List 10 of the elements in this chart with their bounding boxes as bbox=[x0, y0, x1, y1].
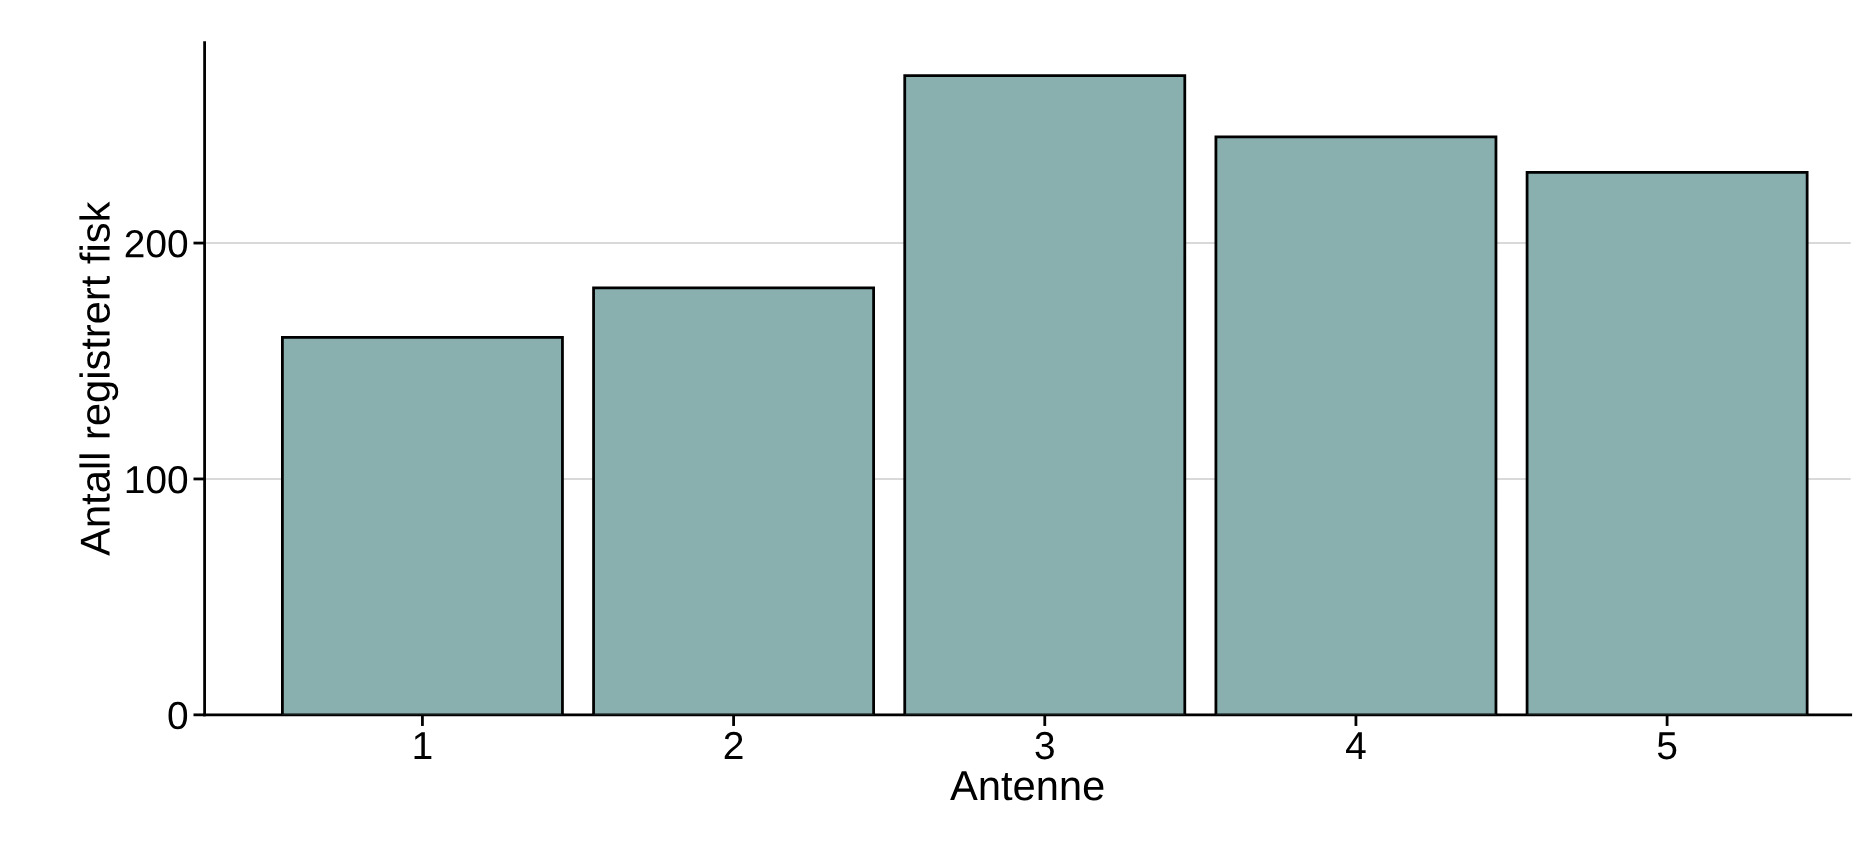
y-tick-label: 0 bbox=[168, 701, 188, 730]
y-tick-label: 200 bbox=[125, 229, 188, 258]
x-tick-label: 4 bbox=[1346, 732, 1366, 759]
x-tick-label: 1 bbox=[414, 732, 432, 759]
y-tick-label: 100 bbox=[126, 465, 188, 494]
x-axis-title: Antenne bbox=[950, 771, 1104, 801]
y-axis-title: Antall registrert fisk bbox=[79, 201, 119, 556]
x-tick-label: 3 bbox=[1035, 731, 1054, 760]
x-tick-label: 5 bbox=[1657, 732, 1677, 760]
x-tick-label: 2 bbox=[724, 731, 743, 759]
